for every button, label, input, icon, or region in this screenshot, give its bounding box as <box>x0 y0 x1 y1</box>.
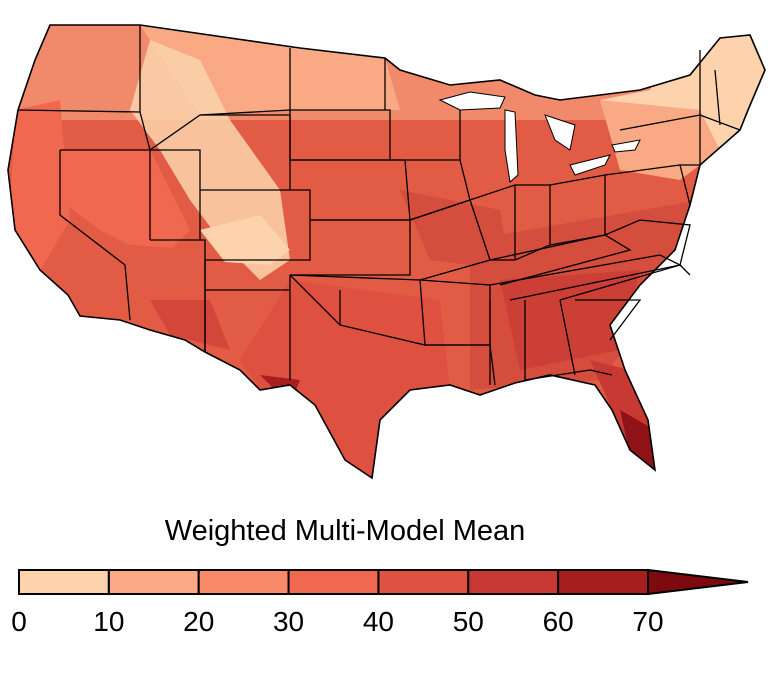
fill-great-basin <box>60 150 190 260</box>
legend-title: Weighted Multi-Model Mean <box>164 515 526 547</box>
legend-bin-2 <box>197 569 290 595</box>
fill-arizona-low <box>150 300 230 350</box>
fill-texas-bigbend <box>260 375 300 405</box>
legend-tick-5: 50 <box>453 606 484 637</box>
border-va <box>604 219 691 266</box>
fill-northeast <box>600 100 720 180</box>
border-nm <box>204 260 290 352</box>
lake-superior <box>438 91 506 111</box>
border-ks <box>290 219 411 276</box>
border-or-nv <box>60 109 291 151</box>
border-tx <box>289 274 341 380</box>
legend-tick-0: 0 <box>11 606 27 637</box>
border-sc <box>575 299 642 341</box>
border-new-england <box>699 50 741 131</box>
lake-michigan <box>504 109 519 183</box>
fill-texas <box>240 280 450 478</box>
border-id <box>139 25 151 240</box>
legend-tick-2: 20 <box>183 606 214 637</box>
border-ms-al-ga <box>489 299 576 385</box>
legend-bins <box>18 568 749 596</box>
legend-bin-6 <box>557 569 650 595</box>
border-wa-or <box>17 109 141 113</box>
legend-bin-4 <box>377 569 470 595</box>
legend-bin-5 <box>467 569 560 595</box>
legend-tick-6: 60 <box>543 606 574 637</box>
legend-svg: 0 10 20 30 40 50 60 70 <box>11 568 749 637</box>
border-mo <box>409 199 491 281</box>
color-legend: 0 10 20 30 40 50 60 70 <box>0 560 770 674</box>
fill-south-florida <box>620 410 655 470</box>
border-fl <box>524 369 613 381</box>
border-ky <box>489 234 632 286</box>
us-choropleth-map <box>7 24 766 479</box>
legend-bin-0 <box>18 569 110 595</box>
lake-huron <box>544 114 576 151</box>
border-ny <box>619 114 701 166</box>
lake-ontario <box>611 139 641 153</box>
border-tn <box>489 254 682 301</box>
legend-ticks: 0 10 20 30 40 50 60 70 <box>11 606 663 637</box>
border-in <box>514 184 551 261</box>
border-co <box>200 189 311 261</box>
legend-bin-1 <box>107 569 200 595</box>
border-ut <box>150 149 201 240</box>
legend-extend-arrow <box>647 568 749 596</box>
legend-tick-3: 30 <box>273 606 304 637</box>
fill-colorado <box>200 215 290 265</box>
state-borders <box>17 25 741 386</box>
map-svg <box>7 24 766 479</box>
great-lakes <box>438 91 641 183</box>
border-il <box>469 184 516 261</box>
lake-erie <box>569 154 611 176</box>
border-oh <box>549 174 606 246</box>
legend-bin-3 <box>287 569 380 595</box>
border-ca-nv <box>59 150 131 321</box>
legend-tick-4: 40 <box>363 606 394 637</box>
legend-tick-7: 70 <box>632 606 663 637</box>
fill-west-coast <box>10 100 70 270</box>
legend-tick-1: 10 <box>93 606 124 637</box>
